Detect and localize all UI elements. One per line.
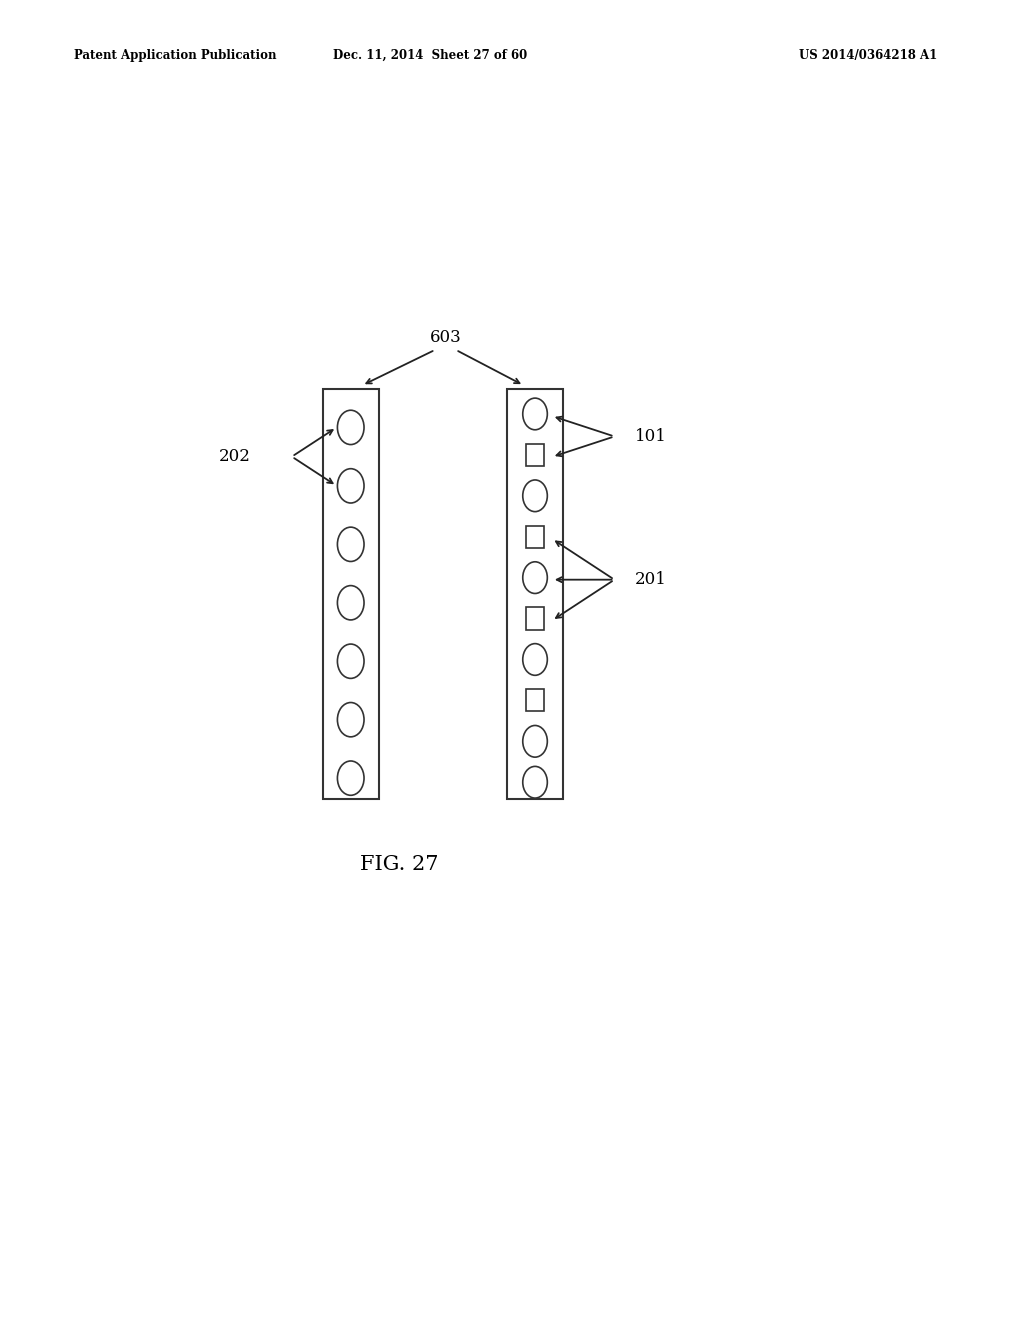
Circle shape <box>338 760 365 795</box>
Circle shape <box>338 469 365 503</box>
Circle shape <box>522 399 547 430</box>
Text: 202: 202 <box>219 447 251 465</box>
Text: Patent Application Publication: Patent Application Publication <box>74 49 276 62</box>
Text: FIG. 27: FIG. 27 <box>360 855 438 874</box>
Circle shape <box>522 480 547 512</box>
Bar <box>323 389 379 799</box>
Bar <box>526 525 544 548</box>
Circle shape <box>522 726 547 758</box>
Bar <box>507 389 563 799</box>
Text: 201: 201 <box>635 572 667 589</box>
Circle shape <box>338 586 365 620</box>
Circle shape <box>522 767 547 799</box>
Circle shape <box>338 411 365 445</box>
Circle shape <box>522 644 547 676</box>
Text: Dec. 11, 2014  Sheet 27 of 60: Dec. 11, 2014 Sheet 27 of 60 <box>333 49 527 62</box>
Circle shape <box>522 562 547 594</box>
Bar <box>526 607 544 630</box>
Circle shape <box>338 702 365 737</box>
Bar <box>526 689 544 711</box>
Bar <box>526 444 544 466</box>
Circle shape <box>338 644 365 678</box>
Text: US 2014/0364218 A1: US 2014/0364218 A1 <box>799 49 937 62</box>
Text: 101: 101 <box>635 428 667 445</box>
Text: 603: 603 <box>429 329 462 346</box>
Circle shape <box>338 527 365 561</box>
